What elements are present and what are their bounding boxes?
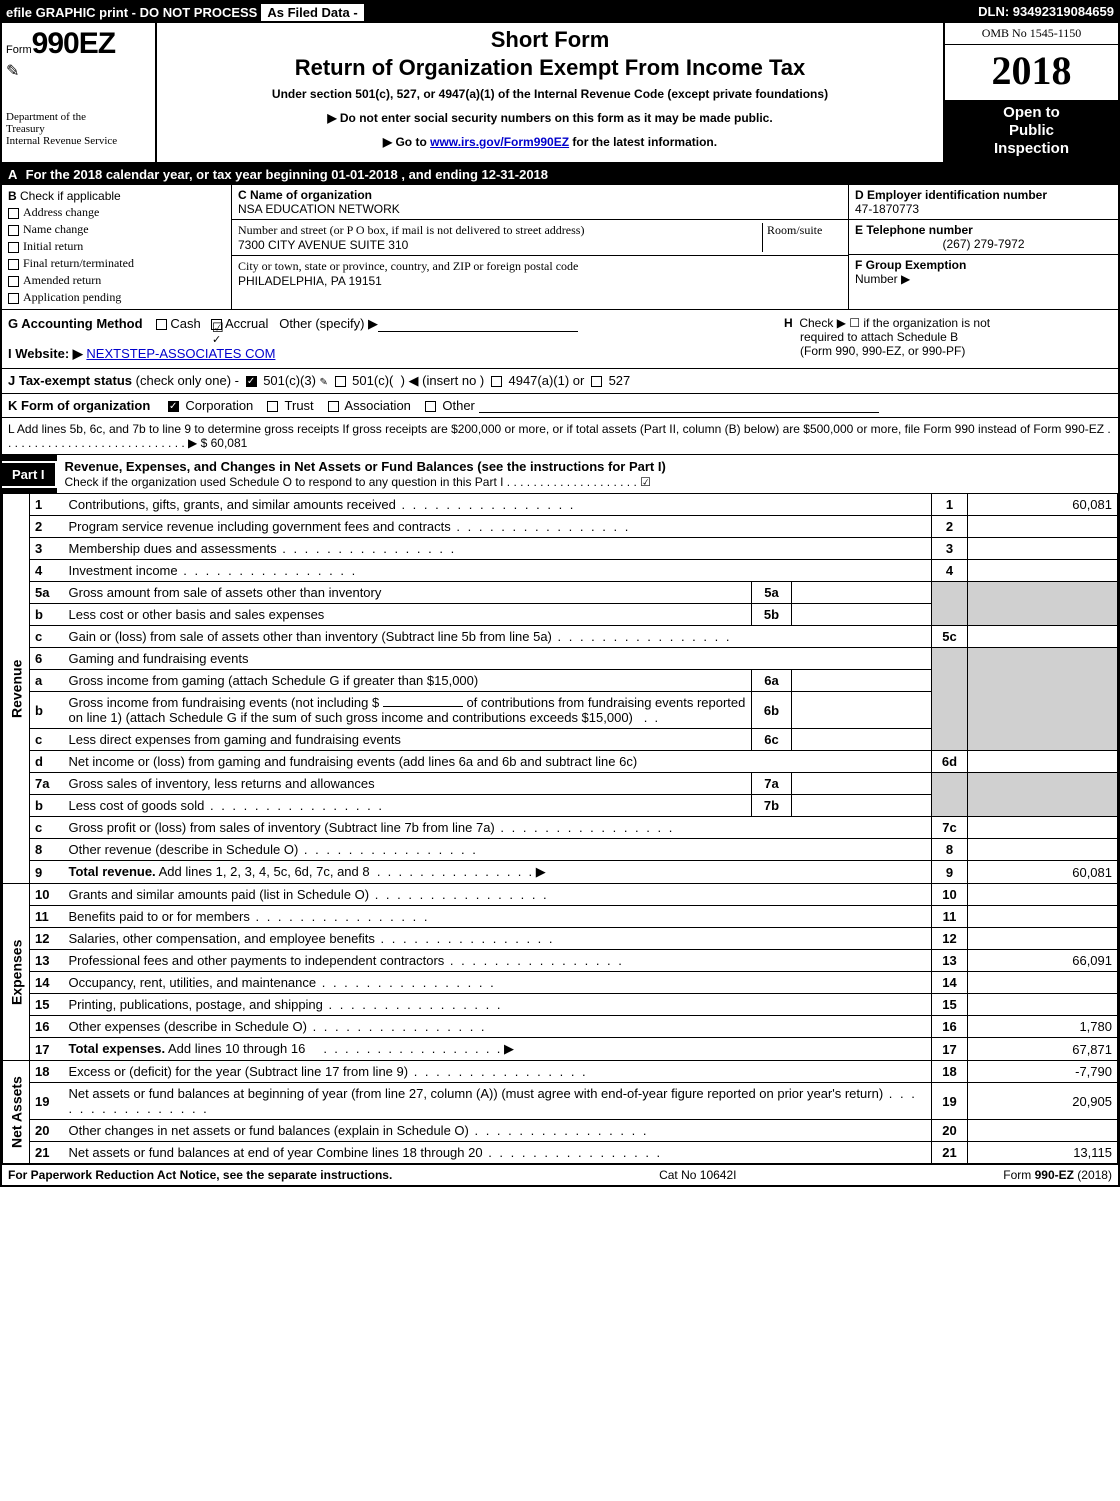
side-netassets: Net Assets: [3, 1061, 30, 1164]
col-c: C Name of organization NSA EDUCATION NET…: [232, 185, 848, 309]
line-16: 16 Other expenses (describe in Schedule …: [3, 1016, 1118, 1038]
line-2: 2 Program service revenue including gove…: [3, 516, 1118, 538]
form-ref: Form 990-EZ (2018): [1003, 1168, 1112, 1182]
line-20: 20 Other changes in net assets or fund b…: [3, 1120, 1118, 1142]
line-9: 9 Total revenue. Add lines 1, 2, 3, 4, 5…: [3, 861, 1118, 884]
chk-amended-return[interactable]: Amended return: [8, 273, 225, 288]
line-17: 17 Total expenses. Add lines 10 through …: [3, 1038, 1118, 1061]
line-14: 14 Occupancy, rent, utilities, and maint…: [3, 972, 1118, 994]
as-filed-label: As Filed Data -: [261, 4, 363, 21]
efile-label: efile GRAPHIC print - DO NOT PROCESS: [6, 5, 257, 20]
tel-label: E Telephone number: [855, 223, 973, 237]
line-5a: 5a Gross amount from sale of assets othe…: [3, 582, 1118, 604]
dln-label: DLN: 93492319084659: [978, 4, 1114, 21]
row-k: K Form of organization Corporation Trust…: [2, 394, 1118, 418]
part1-table: Revenue 1 Contributions, gifts, grants, …: [2, 493, 1118, 1164]
line-11: 11 Benefits paid to or for members 11: [3, 906, 1118, 928]
row-j: J Tax-exempt status (check only one) - 5…: [2, 369, 1118, 394]
main-title: Return of Organization Exempt From Incom…: [165, 55, 935, 81]
dept-line3: Internal Revenue Service: [6, 135, 151, 147]
chk-accrual[interactable]: ☑: [211, 319, 222, 330]
warning-line: ▶ Do not enter social security numbers o…: [165, 111, 935, 125]
short-form-title: Short Form: [165, 27, 935, 53]
col-d: D Employer identification number 47-1870…: [848, 185, 1118, 309]
line-12: 12 Salaries, other compensation, and emp…: [3, 928, 1118, 950]
line-8: 8 Other revenue (describe in Schedule O)…: [3, 839, 1118, 861]
chk-address-change[interactable]: Address change: [8, 205, 225, 220]
row-gh: G Accounting Method Cash ☑Accrual Other …: [2, 310, 1118, 369]
open-public: Open to Public Inspection: [945, 100, 1118, 162]
side-expenses: Expenses: [3, 884, 30, 1061]
chk-name-change[interactable]: Name change: [8, 222, 225, 237]
header-left: Form990EZ ✎ Department of the Treasury I…: [2, 23, 157, 162]
city-label: City or town, state or province, country…: [238, 259, 842, 274]
line-7a: 7a Gross sales of inventory, less return…: [3, 773, 1118, 795]
line-19: 19 Net assets or fund balances at beginn…: [3, 1083, 1118, 1120]
header-mid: Short Form Return of Organization Exempt…: [157, 23, 943, 162]
website-link[interactable]: NEXTSTEP-ASSOCIATES COM: [86, 346, 275, 361]
group-exemption-number: Number ▶: [855, 272, 1112, 286]
irs-link[interactable]: www.irs.gov/Form990EZ: [430, 135, 569, 149]
addr-label: Number and street (or P O box, if mail i…: [238, 223, 762, 238]
side-revenue: Revenue: [3, 494, 30, 884]
line-21: 21 Net assets or fund balances at end of…: [3, 1142, 1118, 1164]
line-1: Revenue 1 Contributions, gifts, grants, …: [3, 494, 1118, 516]
city-value: PHILADELPHIA, PA 19151: [238, 274, 842, 288]
row-l: L Add lines 5b, 6c, and 7b to line 9 to …: [2, 418, 1118, 455]
paperwork-notice: For Paperwork Reduction Act Notice, see …: [8, 1168, 392, 1182]
tax-year: 2018: [945, 45, 1118, 100]
form-990ez: efile GRAPHIC print - DO NOT PROCESS As …: [0, 0, 1120, 1187]
line-13: 13 Professional fees and other payments …: [3, 950, 1118, 972]
section-bcd: B Check if applicable Address change Nam…: [2, 185, 1118, 310]
footer: For Paperwork Reduction Act Notice, see …: [2, 1164, 1118, 1185]
org-name-value: NSA EDUCATION NETWORK: [238, 202, 842, 216]
omb-number: OMB No 1545-1150: [945, 23, 1118, 45]
chk-final-return[interactable]: Final return/terminated: [8, 256, 225, 271]
ein-value: 47-1870773: [855, 202, 1112, 216]
dept-line1: Department of the: [6, 111, 151, 123]
chk-initial-return[interactable]: Initial return: [8, 239, 225, 254]
col-g: G Accounting Method Cash ☑Accrual Other …: [2, 310, 778, 368]
chk-cash[interactable]: [156, 319, 167, 330]
line-6d: d Net income or (loss) from gaming and f…: [3, 751, 1118, 773]
org-name-label: C Name of organization: [238, 188, 842, 202]
header: Form990EZ ✎ Department of the Treasury I…: [2, 23, 1118, 164]
goto-line: ▶ Go to www.irs.gov/Form990EZ for the la…: [165, 135, 935, 149]
col-h: H Check ▶ ☐ if the organization is not r…: [778, 310, 1118, 368]
line-4: 4 Investment income 4: [3, 560, 1118, 582]
col-b: B Check if applicable Address change Nam…: [2, 185, 232, 309]
topbar: efile GRAPHIC print - DO NOT PROCESS As …: [2, 2, 1118, 23]
form-number: Form990EZ: [6, 27, 151, 61]
line-3: 3 Membership dues and assessments 3: [3, 538, 1118, 560]
line-10: Expenses 10 Grants and similar amounts p…: [3, 884, 1118, 906]
ein-label: D Employer identification number: [855, 188, 1047, 202]
header-right: OMB No 1545-1150 2018 Open to Public Ins…: [943, 23, 1118, 162]
group-exemption-label: F Group Exemption: [855, 258, 966, 272]
line-6: 6 Gaming and fundraising events: [3, 648, 1118, 670]
dept-line2: Treasury: [6, 123, 151, 135]
chk-application-pending[interactable]: Application pending: [8, 290, 225, 305]
cat-no: Cat No 10642I: [659, 1168, 736, 1182]
part1-header: Part I Revenue, Expenses, and Changes in…: [2, 455, 1118, 493]
line-18: Net Assets 18 Excess or (deficit) for th…: [3, 1061, 1118, 1083]
room-suite-label: Room/suite: [762, 223, 842, 252]
line-5c: c Gain or (loss) from sale of assets oth…: [3, 626, 1118, 648]
line-7c: c Gross profit or (loss) from sales of i…: [3, 817, 1118, 839]
tel-value: (267) 279-7972: [855, 237, 1112, 251]
line-15: 15 Printing, publications, postage, and …: [3, 994, 1118, 1016]
row-a: A For the 2018 calendar year, or tax yea…: [2, 164, 1118, 185]
subtitle: Under section 501(c), 527, or 4947(a)(1)…: [165, 87, 935, 101]
addr-value: 7300 CITY AVENUE SUITE 310: [238, 238, 762, 252]
